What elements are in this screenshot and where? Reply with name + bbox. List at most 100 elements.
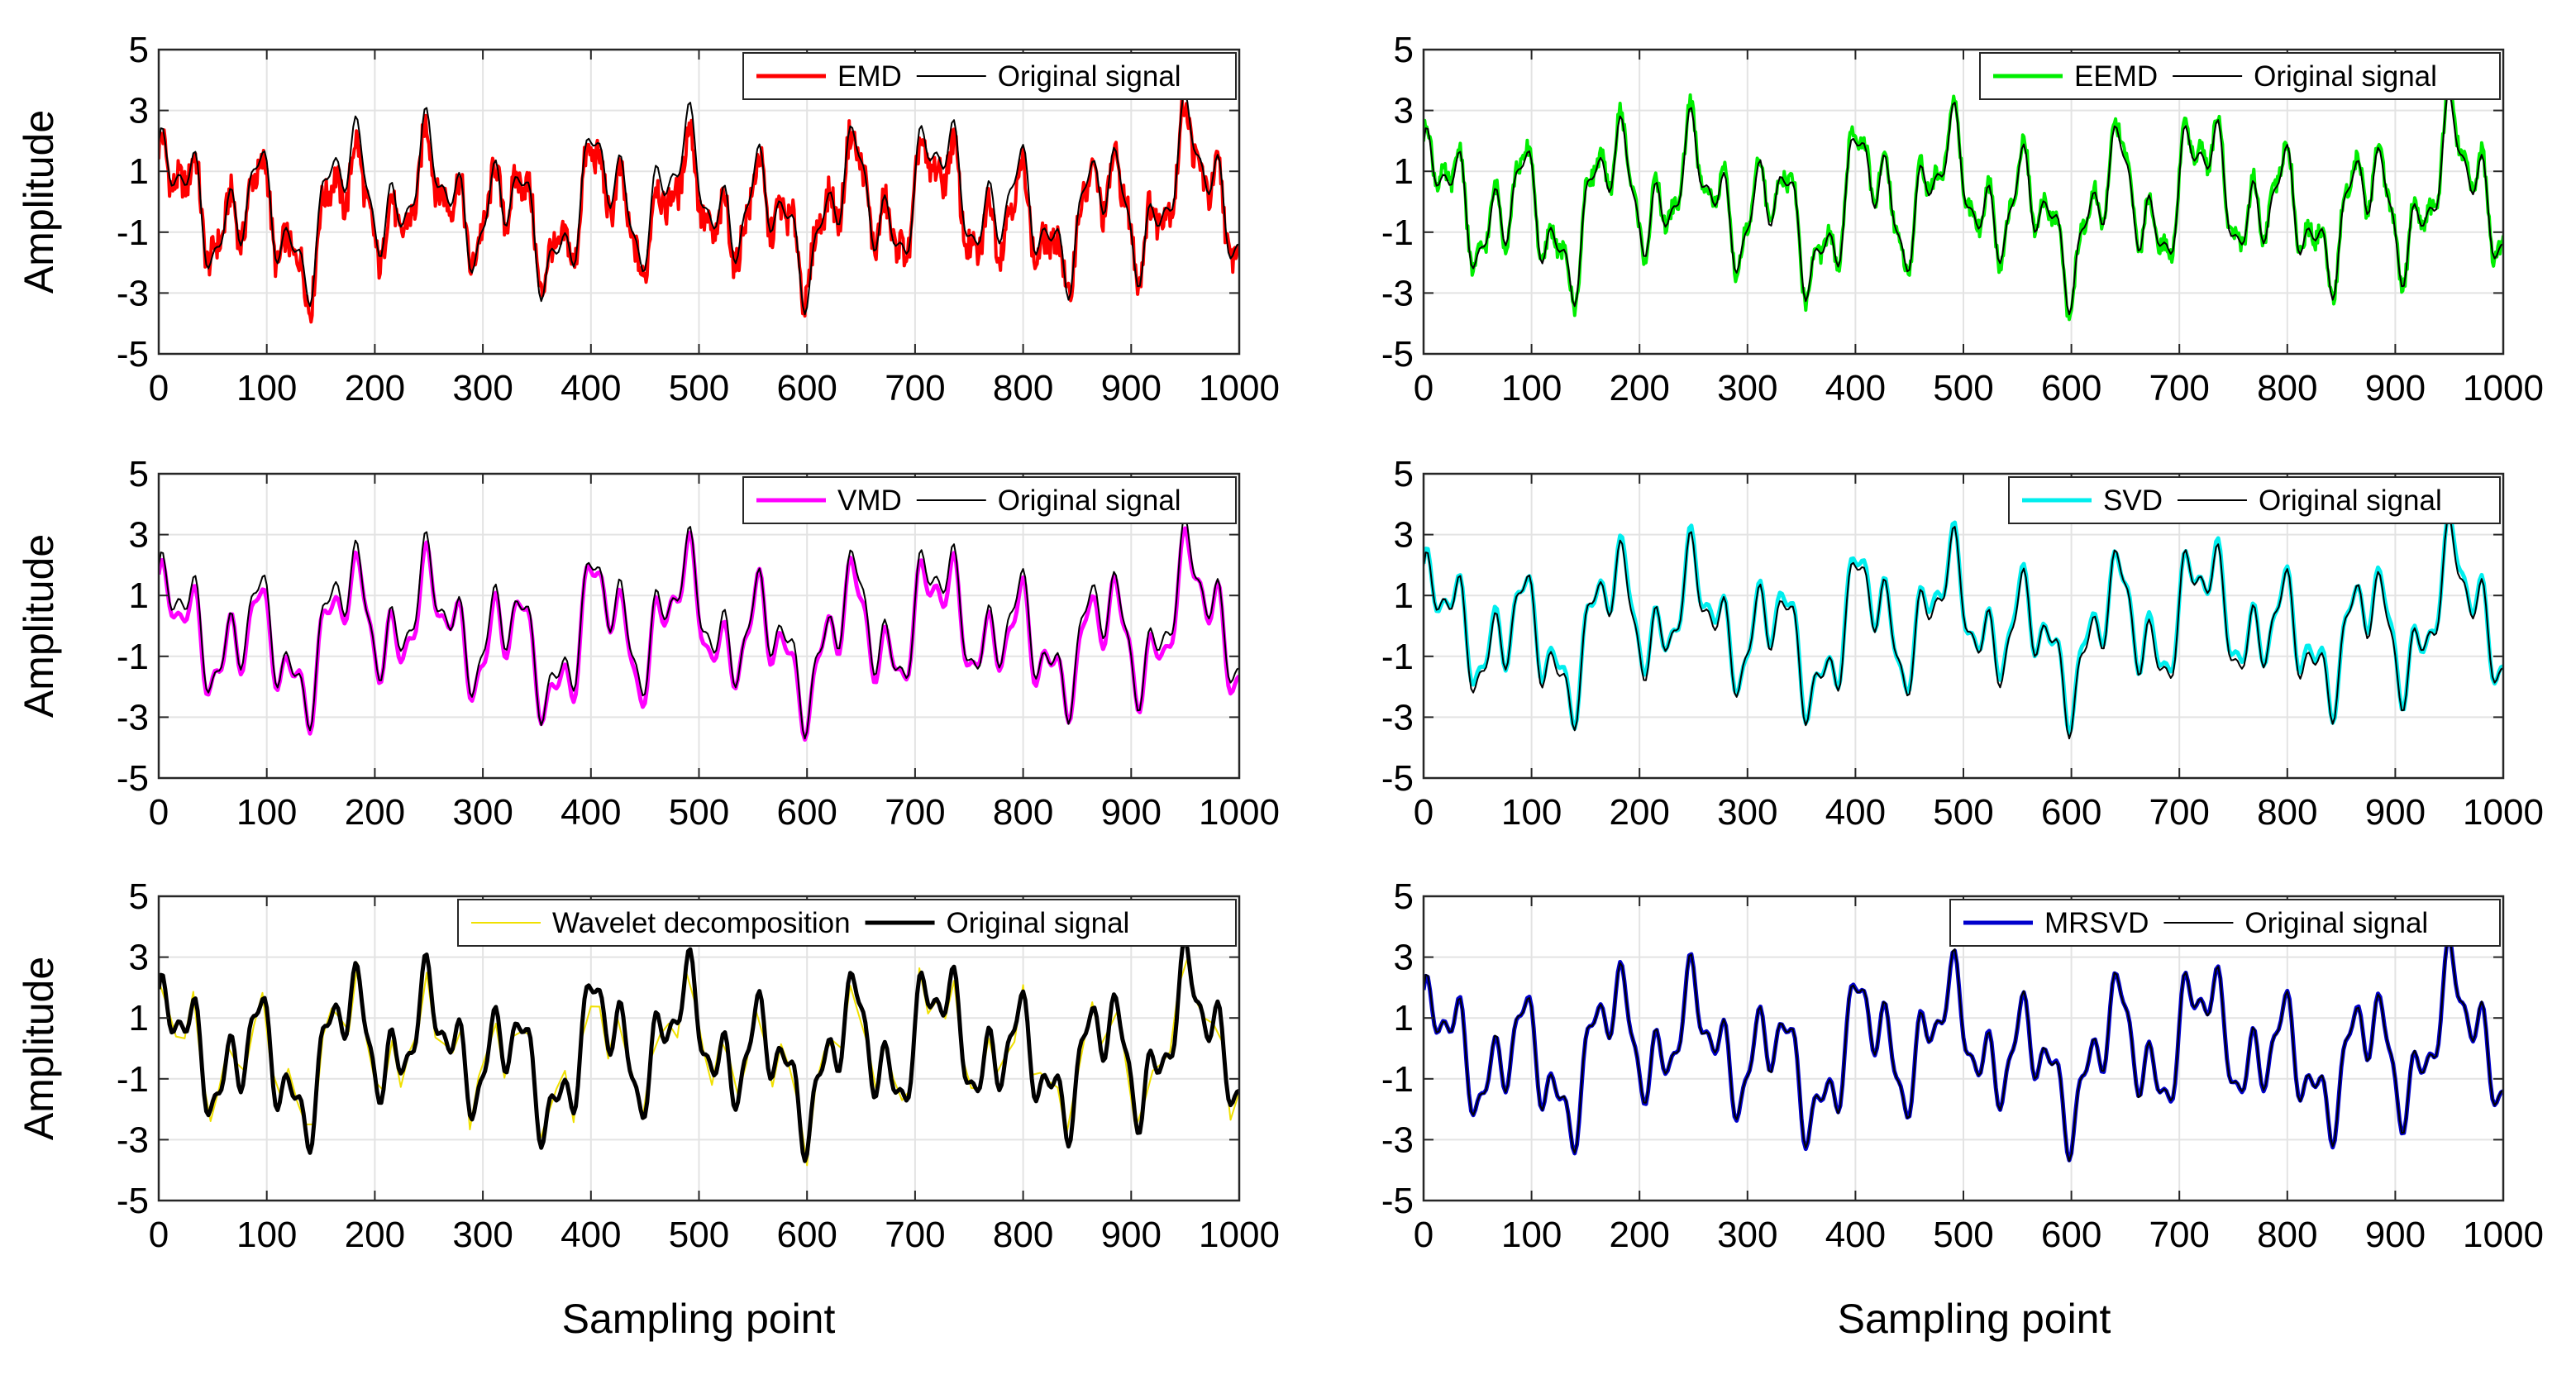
x-tick-label: 1000	[2463, 368, 2544, 408]
x-tick-label: 0	[149, 792, 169, 833]
y-tick-label: 3	[129, 91, 149, 131]
y-tick-label: 1	[129, 575, 149, 616]
x-tick-label: 500	[1933, 792, 1993, 833]
legend-label: Original signal	[998, 485, 1181, 517]
y-tick-label: -5	[1381, 334, 1414, 375]
x-tick-label: 600	[776, 368, 837, 408]
legend: EEMD Original signal	[1979, 52, 2501, 100]
y-tick-label: 1	[1394, 151, 1414, 192]
x-tick-label: 300	[452, 1215, 513, 1255]
x-tick-label: 100	[1501, 1215, 1562, 1255]
x-tick-label: 1000	[2463, 792, 2544, 833]
subplot-2: 0 100 200 300 400 500 600 700 800 900 1000 5 3 1 -1 -3 -…	[1381, 30, 2544, 408]
y-tick-label: -5	[1381, 1181, 1414, 1221]
x-tick-label: 100	[236, 1215, 297, 1255]
y-tick-label: 1	[1394, 575, 1414, 616]
series-group	[159, 937, 1239, 1167]
x-tick-label: 700	[885, 792, 945, 833]
x-tick-label: 800	[993, 368, 1053, 408]
x-tick-label: 600	[2041, 792, 2101, 833]
x-tick-label: 200	[345, 792, 405, 833]
y-axis-label: Amplitude	[16, 534, 62, 718]
y-tick-label: -1	[1381, 637, 1414, 677]
y-tick-label: -1	[117, 1059, 149, 1100]
y-axis-label: Amplitude	[16, 110, 62, 294]
series-line-original-signal	[159, 515, 1239, 740]
legend-label: MRSVD	[2044, 907, 2149, 939]
series-line-vmd	[159, 526, 1239, 742]
x-tick-label: 400	[561, 1215, 621, 1255]
x-tick-label: 700	[2149, 1215, 2209, 1255]
y-tick-label: 5	[1394, 876, 1414, 917]
y-tick-label: -3	[1381, 697, 1414, 738]
y-tick-label: -3	[1381, 273, 1414, 313]
y-tick-label: 3	[1394, 938, 1414, 978]
x-tick-label: 200	[345, 1215, 405, 1255]
x-tick-label: 0	[1414, 368, 1433, 408]
x-tick-label: 300	[1717, 792, 1777, 833]
y-tick-label: 1	[1394, 998, 1414, 1038]
y-tick-label: -1	[117, 637, 149, 677]
x-tick-label: 200	[1609, 1215, 1669, 1255]
y-tick-label: -1	[117, 212, 149, 253]
x-tick-label: 0	[149, 1215, 169, 1255]
subplot-6: 0 100 200 300 400 500 600 700 800 900 1000 5 3 1 -1 -3 -…	[1381, 876, 2544, 1255]
legend-label: Original signal	[2254, 60, 2437, 93]
y-tick-label: -3	[117, 273, 149, 313]
x-tick-label: 1000	[1199, 1215, 1280, 1255]
x-tick-label: 900	[1101, 368, 1162, 408]
x-tick-label: 400	[1825, 792, 1886, 833]
y-tick-label: 5	[129, 876, 149, 917]
x-tick-label: 400	[1825, 368, 1886, 408]
series-group	[1424, 510, 2503, 740]
x-tick-label: 900	[1101, 1215, 1162, 1255]
x-tick-label: 100	[236, 368, 297, 408]
series-line-original-signal	[1424, 515, 2503, 740]
subplot-3: 0 100 200 300 400 500 600 700 800 900 1000 5 3 1 -1 -3 -…	[16, 454, 1280, 833]
y-tick-label: 5	[129, 30, 149, 70]
x-tick-label: 1000	[1199, 792, 1280, 833]
series-line-original-signal	[159, 937, 1239, 1163]
y-tick-label: 5	[1394, 30, 1414, 70]
x-tick-label: 500	[1933, 1215, 1993, 1255]
legend-label: Original signal	[998, 60, 1181, 93]
x-tick-label: 500	[669, 792, 729, 833]
legend-label: Wavelet decomposition	[552, 907, 851, 939]
x-axis-label-left: Sampling point	[562, 1296, 836, 1342]
x-tick-label: 200	[1609, 368, 1669, 408]
x-tick-label: 700	[885, 368, 945, 408]
x-tick-label: 100	[236, 792, 297, 833]
y-tick-label: -5	[117, 334, 149, 375]
x-tick-label: 100	[1501, 368, 1562, 408]
x-tick-label: 900	[1101, 792, 1162, 833]
x-tick-label: 200	[345, 368, 405, 408]
x-tick-label: 900	[2365, 792, 2426, 833]
x-tick-label: 100	[1501, 792, 1562, 833]
x-tick-label: 800	[2257, 368, 2317, 408]
y-tick-label: 5	[129, 454, 149, 494]
y-tick-label: 1	[129, 151, 149, 192]
legend: MRSVD Original signal	[1949, 899, 2501, 947]
legend-box	[742, 52, 1237, 100]
x-tick-label: 1000	[1199, 368, 1280, 408]
x-tick-label: 800	[993, 792, 1053, 833]
x-tick-label: 0	[149, 368, 169, 408]
y-tick-label: -3	[117, 697, 149, 738]
y-tick-label: 3	[129, 938, 149, 978]
y-axis-label: Amplitude	[16, 957, 62, 1140]
legend-label: Original signal	[2244, 907, 2428, 939]
x-tick-label: 500	[669, 368, 729, 408]
x-tick-label: 400	[1825, 1215, 1886, 1255]
x-tick-label: 300	[1717, 368, 1777, 408]
y-tick-label: -3	[117, 1120, 149, 1160]
x-tick-label: 800	[2257, 1215, 2317, 1255]
series-group	[1424, 935, 2503, 1163]
x-tick-label: 900	[2365, 1215, 2426, 1255]
legend-box	[457, 899, 1237, 947]
x-tick-label: 0	[1414, 1215, 1433, 1255]
legend-label: Original signal	[947, 907, 1130, 939]
x-axis-label-right: Sampling point	[1838, 1296, 2111, 1342]
y-tick-label: 3	[1394, 91, 1414, 131]
series-line-original-signal	[1424, 938, 2503, 1163]
x-tick-label: 500	[669, 1215, 729, 1255]
